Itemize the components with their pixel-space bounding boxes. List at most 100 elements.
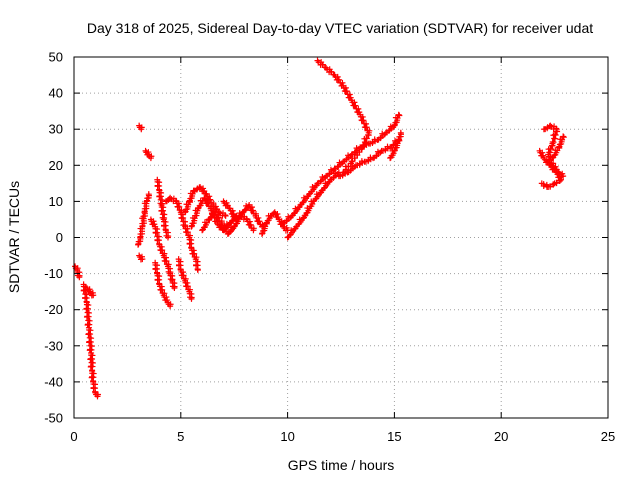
data-point	[396, 112, 403, 119]
data-point	[560, 134, 567, 141]
data-point	[214, 214, 221, 221]
y-tick-label: 10	[49, 194, 63, 209]
data-point	[154, 237, 161, 244]
data-point	[87, 363, 94, 370]
data-point	[189, 250, 196, 257]
data-point	[556, 177, 563, 184]
data-point	[222, 212, 229, 219]
data-point	[362, 139, 369, 146]
data-point	[359, 117, 366, 124]
data-point	[94, 393, 101, 400]
data-point	[554, 128, 561, 135]
data-point	[551, 135, 558, 142]
y-tick-label: -30	[44, 338, 63, 353]
data-point	[358, 146, 365, 153]
data-point	[183, 283, 190, 290]
data-point	[86, 347, 93, 354]
data-point	[550, 181, 557, 188]
x-axis-label: GPS time / hours	[288, 457, 395, 473]
data-point	[255, 218, 262, 225]
grid	[74, 57, 608, 418]
data-point	[167, 194, 174, 201]
data-point	[84, 321, 91, 328]
y-tick-label: 40	[49, 86, 63, 101]
data-point	[158, 208, 165, 215]
data-point	[221, 212, 228, 219]
data-point	[342, 88, 349, 95]
data-point	[558, 176, 565, 183]
data-point	[80, 287, 87, 294]
x-tick-labels: 0 5 10 15 20 25	[70, 429, 615, 444]
data-point	[545, 146, 552, 153]
data-point	[152, 266, 159, 273]
y-tick-label: -20	[44, 302, 63, 317]
data-point	[157, 247, 164, 254]
data-point	[549, 142, 556, 149]
y-tick-label: 30	[49, 122, 63, 137]
y-tick-label: -10	[44, 266, 63, 281]
y-tick-labels: -50 -40 -30 -20 -10 0 10 20 30 40 50	[44, 50, 63, 426]
x-tick-label: 25	[601, 429, 615, 444]
data-point	[335, 76, 342, 83]
data-point	[145, 191, 152, 198]
x-tick-label: 0	[70, 429, 77, 444]
data-point	[194, 266, 201, 273]
y-tick-label: -50	[44, 411, 63, 426]
data-point	[351, 102, 358, 109]
data-point	[161, 222, 168, 229]
y-tick-label: 20	[49, 158, 63, 173]
y-axis-label: SDTVAR / TECUs	[6, 181, 22, 293]
data-point	[90, 385, 97, 392]
data-point	[340, 169, 347, 176]
data-point	[154, 277, 161, 284]
x-tick-label: 10	[280, 429, 294, 444]
data-point	[550, 132, 557, 139]
data-point	[347, 160, 354, 167]
data-point	[90, 292, 97, 299]
axis-ticks	[73, 56, 609, 419]
data-point	[172, 197, 179, 204]
data-point	[152, 229, 159, 236]
data-point	[343, 166, 350, 173]
data-point	[560, 173, 567, 180]
data-point	[183, 229, 190, 236]
data-point	[179, 272, 186, 279]
data-point	[175, 262, 182, 269]
data-point	[362, 124, 369, 131]
data-point	[365, 132, 372, 139]
data-point	[171, 285, 178, 292]
x-tick-label: 20	[494, 429, 508, 444]
data-point	[85, 331, 92, 338]
data-point	[154, 183, 161, 190]
data-point	[139, 256, 146, 263]
data-point	[76, 274, 83, 281]
data-point	[82, 295, 89, 302]
data-point	[229, 211, 236, 218]
y-tick-label: -40	[44, 374, 63, 389]
data-point	[188, 295, 195, 302]
data-point	[156, 193, 163, 200]
data-point	[248, 207, 255, 214]
data-point	[83, 306, 90, 313]
data-point	[221, 225, 228, 232]
data-point	[186, 241, 193, 248]
data-point	[547, 122, 554, 129]
data-point	[178, 215, 185, 222]
data-point	[246, 222, 253, 229]
data-point	[86, 339, 93, 346]
data-point	[250, 227, 257, 234]
data-point	[147, 155, 154, 162]
chart-title: Day 318 of 2025, Sidereal Day-to-day VTE…	[87, 20, 593, 36]
data-point	[538, 180, 545, 187]
data-point	[88, 374, 95, 381]
data-point	[204, 200, 211, 207]
y-tick-label: 50	[49, 50, 63, 65]
data-point	[551, 180, 558, 187]
y-tick-label: 0	[56, 230, 63, 245]
data-point	[83, 314, 90, 321]
x-tick-label: 5	[177, 429, 184, 444]
data-point	[397, 129, 404, 136]
x-tick-label: 15	[387, 429, 401, 444]
data-points	[72, 57, 567, 400]
